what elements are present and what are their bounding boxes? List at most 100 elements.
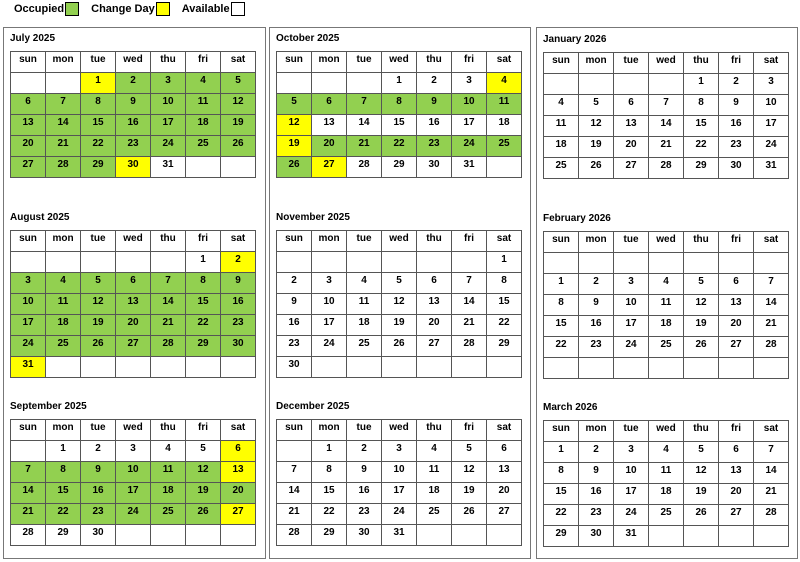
weekday-header: thu — [683, 231, 719, 253]
day-cell-change-day: 30 — [115, 156, 151, 178]
weekday-header-row: sun mon tue wed thu fri sat — [10, 51, 256, 73]
weekday-header: mon — [311, 419, 347, 441]
weekday-header-row: sun mon tue wed thu fri sat — [10, 230, 256, 252]
weekday-header: thu — [150, 230, 186, 252]
weekday-header: fri — [451, 51, 487, 73]
weekday-header: fri — [718, 420, 754, 442]
day-cell-available: 12 — [683, 462, 719, 484]
day-cell-occupied: 6 — [10, 93, 46, 115]
day-cell-available: 26 — [451, 503, 487, 525]
weekday-header: mon — [578, 231, 614, 253]
day-cell-available: 19 — [683, 483, 719, 505]
week-row: 23 24 25 26 27 28 29 — [276, 335, 522, 357]
day-cell-available: 3 — [753, 73, 789, 95]
day-cell-available: 28 — [346, 156, 382, 178]
day-cell-occupied: 11 — [150, 461, 186, 483]
month-title: March 2026 — [543, 402, 598, 413]
weekday-header: tue — [346, 419, 382, 441]
day-cell-occupied: 28 — [45, 156, 81, 178]
month-title: August 2025 — [10, 212, 70, 223]
day-cell-available: 7 — [753, 441, 789, 463]
week-row: 12 13 14 15 16 17 18 — [276, 114, 522, 136]
day-cell-occupied: 19 — [185, 482, 221, 504]
day-cell-available: 28 — [451, 335, 487, 357]
day-cell-available: 14 — [753, 294, 789, 316]
empty-day-cell — [578, 357, 614, 379]
legend-occupied: Occupied — [14, 2, 80, 16]
day-cell-available: 25 — [543, 157, 579, 179]
empty-day-cell — [416, 524, 452, 546]
day-cell-available: 23 — [578, 504, 614, 526]
day-cell-available: 13 — [613, 115, 649, 137]
calendar-grid: sun mon tue wed thu fri sat 1 2 3 4 5 6 7 8 9 10 11 12 13 14… — [276, 419, 522, 546]
day-cell-available: 5 — [683, 441, 719, 463]
day-cell-occupied: 21 — [150, 314, 186, 336]
weekday-header: sun — [276, 230, 312, 252]
day-cell-available: 25 — [648, 336, 684, 358]
empty-day-cell — [381, 251, 417, 273]
weekday-header: sun — [543, 420, 579, 442]
weekday-header: wed — [648, 52, 684, 74]
week-row: 15 16 17 18 19 20 21 — [543, 315, 789, 337]
week-row: 8 9 10 11 12 13 14 — [543, 294, 789, 316]
empty-day-cell — [578, 252, 614, 274]
day-cell-available: 8 — [683, 94, 719, 116]
day-cell-available: 14 — [276, 482, 312, 504]
day-cell-available: 20 — [718, 315, 754, 337]
day-cell-change-day: 12 — [276, 114, 312, 136]
day-cell-available: 20 — [718, 483, 754, 505]
empty-day-cell — [45, 72, 81, 94]
day-cell-available: 17 — [311, 314, 347, 336]
day-cell-occupied: 9 — [416, 93, 452, 115]
day-cell-available: 4 — [346, 272, 382, 294]
weekday-header-row: sun mon tue wed thu fri sat — [10, 419, 256, 441]
change-day-swatch — [155, 2, 170, 16]
day-cell-occupied: 27 — [115, 335, 151, 357]
day-cell-available: 22 — [683, 136, 719, 158]
empty-day-cell — [486, 356, 522, 378]
month-title: December 2025 — [276, 401, 350, 412]
weekday-header-row: sun mon tue wed thu fri sat — [276, 51, 522, 73]
empty-day-cell — [381, 356, 417, 378]
day-cell-available: 18 — [486, 114, 522, 136]
empty-day-cell — [451, 251, 487, 273]
day-cell-occupied: 9 — [220, 272, 256, 294]
weekday-header: wed — [381, 230, 417, 252]
week-row: 20 21 22 23 24 25 26 — [10, 135, 256, 157]
day-cell-available: 14 — [451, 293, 487, 315]
day-cell-available: 18 — [346, 314, 382, 336]
weekday-header: wed — [115, 51, 151, 73]
day-cell-available: 22 — [486, 314, 522, 336]
weekday-header: sat — [486, 419, 522, 441]
day-cell-available: 31 — [381, 524, 417, 546]
empty-day-cell — [451, 524, 487, 546]
weekday-header-row: sun mon tue wed thu fri sat — [276, 419, 522, 441]
day-cell-change-day: 1 — [80, 72, 116, 94]
weekday-header: mon — [578, 420, 614, 442]
empty-day-cell — [276, 440, 312, 462]
empty-day-cell — [45, 251, 81, 273]
day-cell-available: 3 — [381, 440, 417, 462]
empty-day-cell — [683, 525, 719, 547]
day-cell-available: 3 — [613, 441, 649, 463]
day-cell-occupied: 14 — [45, 114, 81, 136]
empty-day-cell — [718, 252, 754, 274]
week-row: 4 5 6 7 8 9 10 — [543, 94, 789, 116]
day-cell-available: 1 — [381, 72, 417, 94]
calendar-grid: sun mon tue wed thu fri sat 1 2 3 4 5 6 7 8 9 10 11 12 13 14… — [543, 420, 789, 547]
day-cell-occupied: 12 — [80, 293, 116, 315]
weekday-header: sun — [543, 231, 579, 253]
empty-day-cell — [683, 357, 719, 379]
day-cell-available: 6 — [613, 94, 649, 116]
weekday-header: sun — [543, 52, 579, 74]
day-cell-change-day: 6 — [220, 440, 256, 462]
empty-day-cell — [311, 251, 347, 273]
empty-day-cell — [311, 356, 347, 378]
day-cell-available: 9 — [346, 461, 382, 483]
day-cell-occupied: 8 — [381, 93, 417, 115]
day-cell-occupied: 10 — [115, 461, 151, 483]
